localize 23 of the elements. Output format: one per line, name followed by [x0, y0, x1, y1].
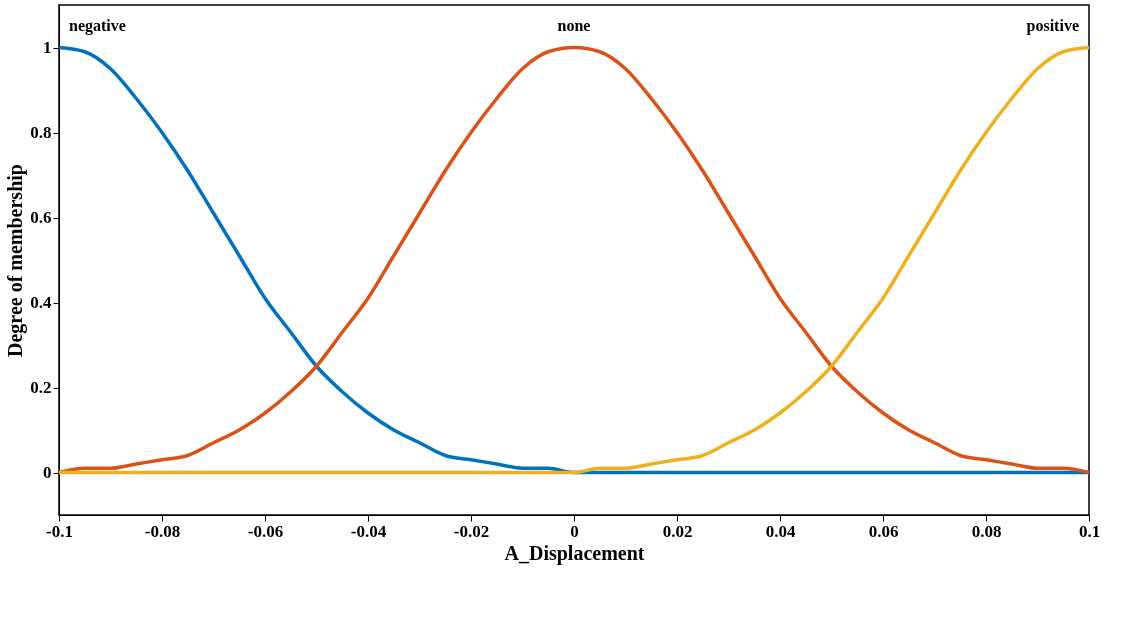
x-tick-label: 0.08	[971, 521, 1002, 541]
series-label: negative	[69, 16, 126, 35]
y-tick-label: 0.8	[30, 123, 52, 142]
x-tick-label: -0.04	[350, 521, 387, 541]
y-tick-label: 0.4	[30, 293, 52, 312]
y-tick-label: 1	[43, 38, 52, 57]
x-tick-label: -0.1	[46, 521, 73, 541]
x-axis-title: A_Displacement	[504, 541, 645, 565]
x-tick-label: 0.06	[868, 521, 899, 541]
x-tick-label: 0.1	[1078, 521, 1101, 541]
series-label: positive	[1026, 16, 1079, 35]
y-tick-label: 0.2	[30, 378, 52, 397]
series-label: none	[557, 16, 591, 34]
x-tick-label: 0	[570, 521, 579, 541]
y-tick-label: 0.6	[30, 208, 52, 227]
x-tick-label: -0.06	[247, 521, 284, 541]
y-axis-title: Degree of membership	[4, 164, 28, 357]
x-tick-label: 0.02	[662, 521, 693, 541]
line-series	[57, 45, 1091, 475]
x-tick-label: -0.02	[453, 521, 490, 541]
x-tick-label: -0.08	[144, 521, 181, 541]
y-tick-label: 0	[43, 463, 52, 482]
x-tick-label: 0.04	[765, 521, 796, 541]
